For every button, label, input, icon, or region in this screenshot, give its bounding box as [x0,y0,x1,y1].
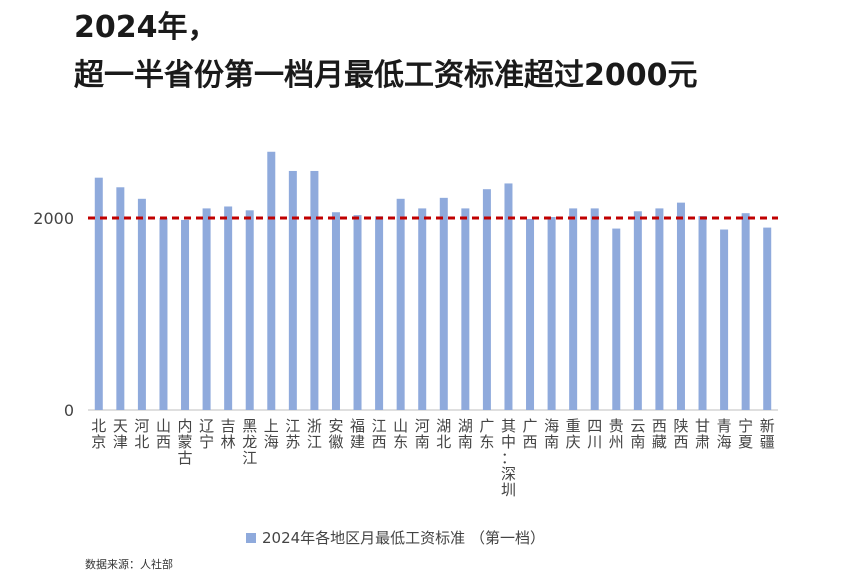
category-label: 甘肃 [695,417,710,451]
category-label: 江苏 [285,417,300,451]
bar [482,189,491,410]
bar [526,218,535,410]
bar [590,208,599,410]
category-label: 河南 [415,417,430,451]
category-label: 江西 [372,417,387,451]
bar [547,217,556,410]
bar [137,198,146,410]
category-label: 云南 [630,417,645,451]
legend-label: 2024年各地区月最低工资标准 （第一档） [262,529,545,547]
category-label: 浙江 [307,417,322,451]
category-label: 福建 [350,417,365,451]
bar [655,208,664,410]
category-label: 其中：深圳 [501,417,516,499]
category-label: 青海 [717,417,732,451]
category-label: 湖北 [436,417,451,451]
bar [741,213,750,410]
bar [94,177,103,410]
category-label: 海南 [544,417,559,451]
category-label: 湖南 [458,417,473,451]
bar [461,208,470,410]
legend-swatch [246,533,256,543]
category-label: 重庆 [566,417,581,451]
bar [418,208,427,410]
bar [504,183,513,410]
chart-title: 2024年， 超一半省份第一档月最低工资标准超过2000元 [74,4,698,100]
bar [698,216,707,410]
data-source: 数据来源：人社部 [85,558,173,571]
bar [245,210,254,410]
category-label: 四川 [587,417,602,451]
category-label: 西藏 [652,417,667,451]
title-line-2: 超一半省份第一档月最低工资标准超过2000元 [74,58,698,93]
bar [633,211,642,410]
bar [375,216,384,410]
bar [331,212,340,410]
category-label: 山西 [156,417,171,451]
category-label: 新疆 [760,417,775,451]
category-label: 黑龙江 [242,417,257,467]
category-label: 安徽 [328,417,343,451]
category-label: 上海 [264,417,279,451]
y-tick-label: 0 [64,401,74,420]
category-label: 广西 [523,417,538,451]
bar [569,208,578,410]
bar [310,170,319,410]
bar [676,202,685,410]
bar [116,187,125,410]
category-label: 宁夏 [738,417,753,451]
category-label: 辽宁 [199,417,214,451]
category-label: 北京 [91,417,106,451]
bar [224,206,233,410]
bar [288,170,297,410]
bar [439,197,448,410]
category-label: 山东 [393,417,408,451]
bar [720,229,729,410]
title-line-1: 2024年， [74,10,218,45]
bar [267,151,276,410]
category-label: 吉林 [221,417,236,451]
bar [181,219,190,410]
category-label: 广东 [479,417,494,451]
category-label: 天津 [113,417,128,451]
bar [612,228,621,410]
category-label: 内蒙古 [178,417,193,467]
bar [159,218,168,410]
bar [353,215,362,410]
category-label: 贵州 [609,417,624,451]
category-label: 河北 [134,417,149,451]
bar [396,198,405,410]
bar [763,227,772,410]
category-label: 陕西 [673,417,688,451]
bar [202,208,211,410]
y-tick-label: 2000 [33,209,74,228]
